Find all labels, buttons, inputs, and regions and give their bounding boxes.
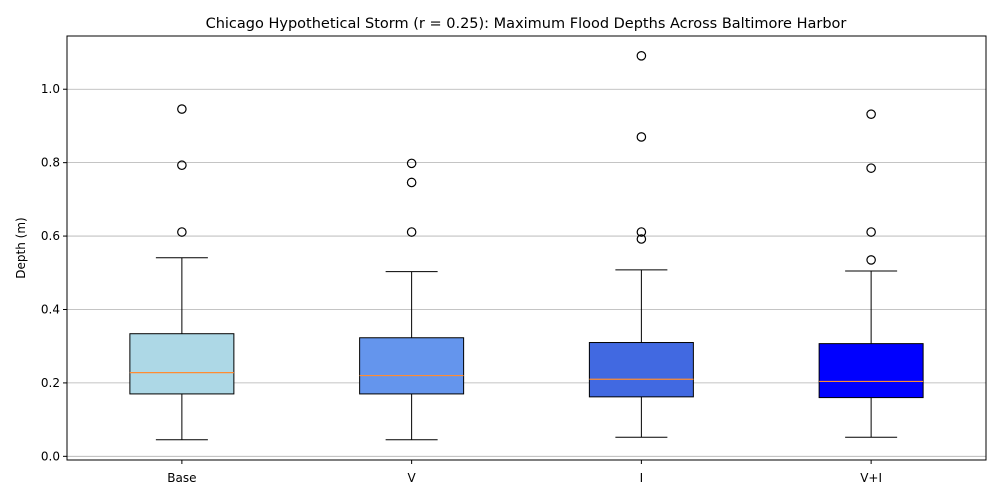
iqr-box <box>359 337 465 395</box>
outlier-point <box>177 160 187 171</box>
x-tick-label: I <box>640 471 644 485</box>
x-tick-label: V+I <box>860 471 882 485</box>
outlier-point <box>636 234 647 244</box>
chart-title: Chicago Hypothetical Storm (r = 0.25): M… <box>206 16 847 32</box>
outlier-point <box>866 109 876 119</box>
box-base <box>129 104 235 441</box>
box-i <box>588 51 694 438</box>
y-tick-label: 0.8 <box>41 156 60 170</box>
boxes <box>129 51 924 441</box>
outlier-point <box>636 227 647 237</box>
outlier-point <box>636 51 647 61</box>
outlier-point <box>177 227 187 237</box>
outlier-point <box>406 177 417 188</box>
outlier-point <box>866 163 876 173</box>
y-tick-label: 1.0 <box>41 82 60 96</box>
grid-lines <box>67 88 986 457</box>
plot-frame <box>66 35 987 461</box>
y-tick-label: 0.2 <box>41 376 60 390</box>
iqr-box <box>129 333 235 395</box>
tick-labels: 0.0 0.2 0.4 0.6 0.8 1.0 Base V I V+I <box>41 82 882 485</box>
box-v <box>359 158 465 441</box>
outlier-point <box>406 158 417 169</box>
iqr-box <box>818 343 924 399</box>
outlier-point <box>866 255 876 265</box>
y-tick-label: 0.6 <box>41 229 60 243</box>
box-v-i <box>818 109 924 438</box>
outlier-point <box>177 104 187 114</box>
x-tick-label: V <box>408 471 417 485</box>
iqr-box <box>588 342 694 398</box>
outlier-point <box>636 132 647 142</box>
outlier-point <box>406 227 417 237</box>
y-tick-label: 0.0 <box>41 449 60 463</box>
x-tick-label: Base <box>167 471 196 485</box>
outlier-point <box>866 227 876 237</box>
y-tick-label: 0.4 <box>41 302 60 316</box>
y-axis-label: Depth (m) <box>14 217 28 278</box>
